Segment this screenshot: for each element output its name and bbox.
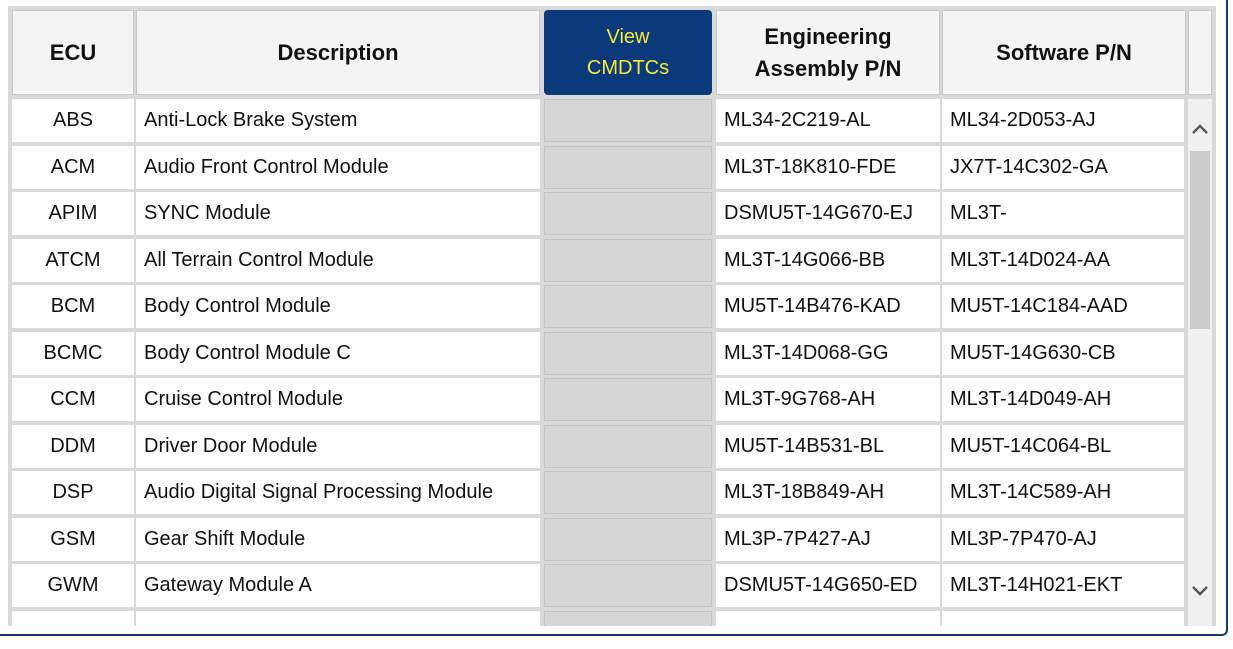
description-cell: SYNC Module bbox=[136, 192, 540, 235]
view-cmdtcs-cell[interactable] bbox=[544, 239, 712, 282]
ecu-cell: ATCM bbox=[12, 239, 134, 282]
table-row[interactable]: ABS Anti-Lock Brake System ML34-2C219-AL ML… bbox=[12, 99, 1184, 142]
vertical-scrollbar[interactable] bbox=[1188, 99, 1212, 626]
ecu-cell: GSM bbox=[12, 518, 134, 561]
view-cmdtcs-line1: View bbox=[606, 25, 650, 48]
header-software-pn: Software P/N bbox=[942, 10, 1186, 95]
chevron-up-icon bbox=[1192, 124, 1208, 134]
table-row[interactable]: ATCM All Terrain Control Module ML3T-14G06… bbox=[12, 239, 1184, 282]
engineering-assembly-cell: ML3T-18B849-AH bbox=[716, 471, 940, 514]
description-cell: Body Control Module bbox=[136, 285, 540, 328]
view-cmdtcs-cell[interactable] bbox=[544, 285, 712, 328]
ecu-cell bbox=[12, 611, 134, 626]
header-engineering-line1: Engineering bbox=[764, 23, 892, 49]
engineering-assembly-cell: MU5T-14B531-BL bbox=[716, 425, 940, 468]
ecu-cell: GWM bbox=[12, 564, 134, 607]
engineering-assembly-cell: ML3T-9G768-AH bbox=[716, 378, 940, 421]
view-cmdtcs-cell[interactable] bbox=[544, 99, 712, 142]
engineering-assembly-cell: ML3T-14G066-BB bbox=[716, 239, 940, 282]
ecu-cell: CCM bbox=[12, 378, 134, 421]
scroll-up-button[interactable] bbox=[1188, 109, 1212, 149]
description-cell bbox=[136, 611, 540, 626]
engineering-assembly-cell: ML3T-14D068-GG bbox=[716, 332, 940, 375]
table-row[interactable]: CCM Cruise Control Module ML3T-9G768-AH ML3… bbox=[12, 378, 1184, 421]
scroll-thumb[interactable] bbox=[1190, 151, 1210, 329]
engineering-assembly-cell: DSMU5T-14G650-ED bbox=[716, 564, 940, 607]
view-cmdtcs-cell[interactable] bbox=[544, 564, 712, 607]
ecu-cell: APIM bbox=[12, 192, 134, 235]
description-cell: Gateway Module A bbox=[136, 564, 540, 607]
table-row[interactable]: ACM Audio Front Control Module ML3T-18K810… bbox=[12, 146, 1184, 189]
software-pn-cell: ML3P-7P470-AJ bbox=[942, 518, 1184, 561]
software-pn-cell: ML3T-14H021-EKT bbox=[942, 564, 1184, 607]
ecu-cell: ACM bbox=[12, 146, 134, 189]
view-cmdtcs-button[interactable]: View CMDTCs bbox=[544, 10, 712, 95]
ecu-cell: DSP bbox=[12, 471, 134, 514]
view-cmdtcs-cell[interactable] bbox=[544, 378, 712, 421]
header-engineering-line2: Assembly P/N bbox=[754, 55, 902, 81]
description-cell: Anti-Lock Brake System bbox=[136, 99, 540, 142]
software-pn-cell: ML34-2D053-AJ bbox=[942, 99, 1184, 142]
ecu-cell: DDM bbox=[12, 425, 134, 468]
view-cmdtcs-cell[interactable] bbox=[544, 611, 712, 626]
table-header: ECU Description View CMDTCs Engineering … bbox=[12, 10, 1212, 97]
header-engineering-assembly: Engineering Assembly P/N bbox=[716, 10, 940, 95]
engineering-assembly-cell: ML34-2C219-AL bbox=[716, 99, 940, 142]
view-cmdtcs-line2: CMDTCs bbox=[586, 56, 670, 79]
description-cell: Audio Digital Signal Processing Module bbox=[136, 471, 540, 514]
table-row[interactable]: BCMC Body Control Module C ML3T-14D068-GG M… bbox=[12, 332, 1184, 375]
software-pn-cell: ML3T-14D024-AA bbox=[942, 239, 1184, 282]
view-cmdtcs-cell[interactable] bbox=[544, 146, 712, 189]
table-row[interactable] bbox=[12, 611, 1184, 626]
view-cmdtcs-cell[interactable] bbox=[544, 332, 712, 375]
description-cell: Body Control Module C bbox=[136, 332, 540, 375]
description-cell: All Terrain Control Module bbox=[136, 239, 540, 282]
table-row[interactable]: DDM Driver Door Module MU5T-14B531-BL MU5T-… bbox=[12, 425, 1184, 468]
table-row[interactable]: GSM Gear Shift Module ML3P-7P427-AJ ML3P-7P… bbox=[12, 518, 1184, 561]
header-description: Description bbox=[136, 10, 540, 95]
table-row[interactable]: BCM Body Control Module MU5T-14B476-KAD MU5… bbox=[12, 285, 1184, 328]
view-cmdtcs-cell[interactable] bbox=[544, 425, 712, 468]
software-pn-cell: ML3T- bbox=[942, 192, 1184, 235]
module-table-frame bbox=[0, 0, 1228, 636]
table-body: ABS Anti-Lock Brake System ML34-2C219-AL ML… bbox=[12, 99, 1184, 626]
engineering-assembly-cell: ML3T-18K810-FDE bbox=[716, 146, 940, 189]
engineering-assembly-cell: DSMU5T-14G670-EJ bbox=[716, 192, 940, 235]
table-row[interactable]: GWM Gateway Module A DSMU5T-14G650-ED ML3T-… bbox=[12, 564, 1184, 607]
view-cmdtcs-cell[interactable] bbox=[544, 518, 712, 561]
software-pn-cell: ML3T-14D049-AH bbox=[942, 378, 1184, 421]
table-row[interactable]: DSP Audio Digital Signal Processing Modul… bbox=[12, 471, 1184, 514]
view-cmdtcs-cell[interactable] bbox=[544, 192, 712, 235]
software-pn-cell: ML3T-14C589-AH bbox=[942, 471, 1184, 514]
ecu-cell: BCM bbox=[12, 285, 134, 328]
view-cmdtcs-cell[interactable] bbox=[544, 471, 712, 514]
software-pn-cell: MU5T-14C064-BL bbox=[942, 425, 1184, 468]
software-pn-cell: MU5T-14G630-CB bbox=[942, 332, 1184, 375]
ecu-cell: ABS bbox=[12, 99, 134, 142]
engineering-assembly-cell bbox=[716, 611, 940, 626]
software-pn-cell: MU5T-14C184-AAD bbox=[942, 285, 1184, 328]
software-pn-cell: JX7T-14C302-GA bbox=[942, 146, 1184, 189]
chevron-down-icon bbox=[1192, 586, 1208, 596]
module-table: ECU Description View CMDTCs Engineering … bbox=[8, 6, 1216, 626]
software-pn-cell bbox=[942, 611, 1184, 626]
description-cell: Audio Front Control Module bbox=[136, 146, 540, 189]
engineering-assembly-cell: MU5T-14B476-KAD bbox=[716, 285, 940, 328]
header-ecu: ECU bbox=[12, 10, 134, 95]
engineering-assembly-cell: ML3P-7P427-AJ bbox=[716, 518, 940, 561]
table-row[interactable]: APIM SYNC Module DSMU5T-14G670-EJ ML3T- bbox=[12, 192, 1184, 235]
description-cell: Driver Door Module bbox=[136, 425, 540, 468]
header-spacer bbox=[1188, 10, 1212, 95]
ecu-cell: BCMC bbox=[12, 332, 134, 375]
scroll-down-button[interactable] bbox=[1188, 571, 1212, 611]
description-cell: Gear Shift Module bbox=[136, 518, 540, 561]
description-cell: Cruise Control Module bbox=[136, 378, 540, 421]
